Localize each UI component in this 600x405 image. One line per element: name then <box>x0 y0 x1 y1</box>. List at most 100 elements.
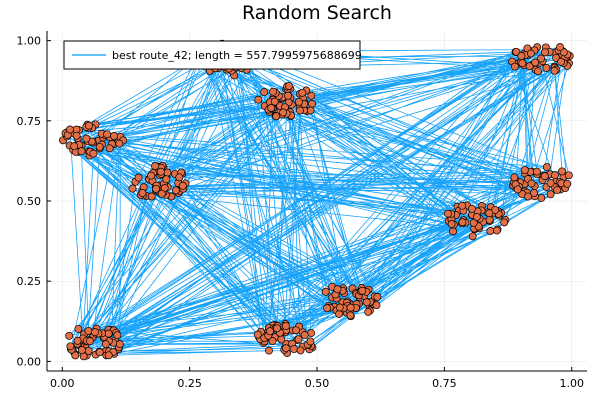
city-point-28 <box>101 340 110 349</box>
city-point-234 <box>298 88 307 97</box>
city-point-315 <box>290 345 298 354</box>
city-point-419 <box>491 205 500 214</box>
city-point-162 <box>151 162 160 171</box>
x-tick-label-1: 0.25 <box>177 377 202 390</box>
city-point-378 <box>333 285 342 294</box>
city-point-521 <box>558 167 566 176</box>
city-point-116 <box>128 184 137 193</box>
city-point-468 <box>541 48 549 57</box>
city-point-478 <box>556 43 564 52</box>
city-point-161 <box>171 186 180 195</box>
city-point-520 <box>540 172 549 181</box>
city-point-54 <box>86 337 94 346</box>
city-point-323 <box>253 330 262 339</box>
city-point-267 <box>285 82 293 90</box>
city-point-112 <box>95 142 104 151</box>
city-point-103 <box>72 131 81 140</box>
axes: 0.00 0.25 0.50 0.75 1.00 0.00 0.25 0.50 0.75 1.00 <box>17 31 587 390</box>
city-point-372 <box>321 287 330 296</box>
city-point-410 <box>500 218 509 227</box>
city-point-221 <box>307 91 316 100</box>
city-point-490 <box>537 193 546 202</box>
city-point-256 <box>294 97 303 106</box>
city-point-165 <box>147 171 156 180</box>
city-point-400 <box>449 227 457 236</box>
city-point-456 <box>525 62 534 71</box>
x-tick-label-2: 0.50 <box>305 377 330 390</box>
city-point-491 <box>542 163 551 172</box>
city-point-371 <box>372 301 381 310</box>
city-point-380 <box>486 227 495 235</box>
city-point-105 <box>89 149 98 158</box>
city-point-282 <box>265 346 273 355</box>
city-point-524 <box>513 185 522 194</box>
city-point-475 <box>550 66 559 75</box>
city-point-379 <box>358 286 367 295</box>
city-point-465 <box>512 47 521 56</box>
city-point-423 <box>447 220 456 228</box>
city-point-59 <box>91 328 99 337</box>
city-point-156 <box>134 173 143 182</box>
city-point-51 <box>104 351 113 360</box>
city-point-154 <box>163 168 172 177</box>
legend-label: best route_42; length = 557.799597568869… <box>112 49 362 62</box>
city-points <box>59 39 574 361</box>
chart-title: Random Search <box>242 2 392 24</box>
city-point-240 <box>254 95 263 104</box>
y-tick-label-4: 1.00 <box>17 35 42 48</box>
city-point-114 <box>77 147 86 156</box>
city-point-364 <box>335 303 344 312</box>
city-point-168 <box>147 192 156 201</box>
city-point-43 <box>104 329 113 338</box>
city-point-44 <box>71 351 80 360</box>
city-point-528 <box>520 166 529 175</box>
city-point-370 <box>373 293 382 301</box>
city-point-56 <box>73 336 82 345</box>
city-point-515 <box>553 186 562 195</box>
city-point-167 <box>162 175 171 184</box>
city-point-107 <box>115 139 124 148</box>
city-point-324 <box>281 321 290 330</box>
city-point-457 <box>531 58 540 67</box>
city-point-109 <box>70 142 79 151</box>
city-point-231 <box>308 99 316 108</box>
city-point-455 <box>518 59 527 68</box>
city-point-479 <box>557 57 566 66</box>
city-point-157 <box>152 184 161 193</box>
city-point-95 <box>105 144 114 153</box>
city-point-113 <box>66 125 74 134</box>
city-point-316 <box>296 346 305 355</box>
city-point-368 <box>364 307 373 316</box>
city-point-160 <box>156 167 165 176</box>
city-point-322 <box>281 344 290 353</box>
city-point-512 <box>563 179 572 188</box>
city-point-523 <box>527 179 536 188</box>
city-point-363 <box>335 310 344 318</box>
city-point-55 <box>77 346 86 355</box>
route-line <box>62 43 570 357</box>
city-point-503 <box>551 171 559 180</box>
city-point-250 <box>269 87 278 96</box>
city-point-525 <box>546 179 555 188</box>
city-point-58 <box>66 342 75 351</box>
city-point-417 <box>468 232 477 241</box>
city-point-507 <box>533 167 541 176</box>
city-point-428 <box>444 209 452 218</box>
city-point-265 <box>272 112 281 121</box>
city-point-158 <box>175 173 184 182</box>
city-point-306 <box>277 335 286 344</box>
city-point-425 <box>472 212 481 221</box>
city-point-362 <box>346 311 355 320</box>
city-point-106 <box>84 121 93 130</box>
city-point-111 <box>82 134 91 143</box>
y-tick-label-1: 0.25 <box>17 275 42 288</box>
legend-box <box>63 40 361 70</box>
city-point-418 <box>458 218 467 227</box>
city-point-317 <box>306 337 315 346</box>
city-point-99 <box>103 130 112 139</box>
city-point-33 <box>95 348 104 357</box>
city-point-259 <box>267 104 276 112</box>
city-point-169 <box>138 189 147 197</box>
y-tick-label-0: 0.00 <box>17 355 42 368</box>
